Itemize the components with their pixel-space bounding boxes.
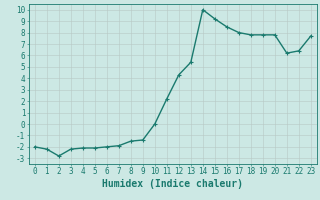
X-axis label: Humidex (Indice chaleur): Humidex (Indice chaleur) — [102, 179, 243, 189]
